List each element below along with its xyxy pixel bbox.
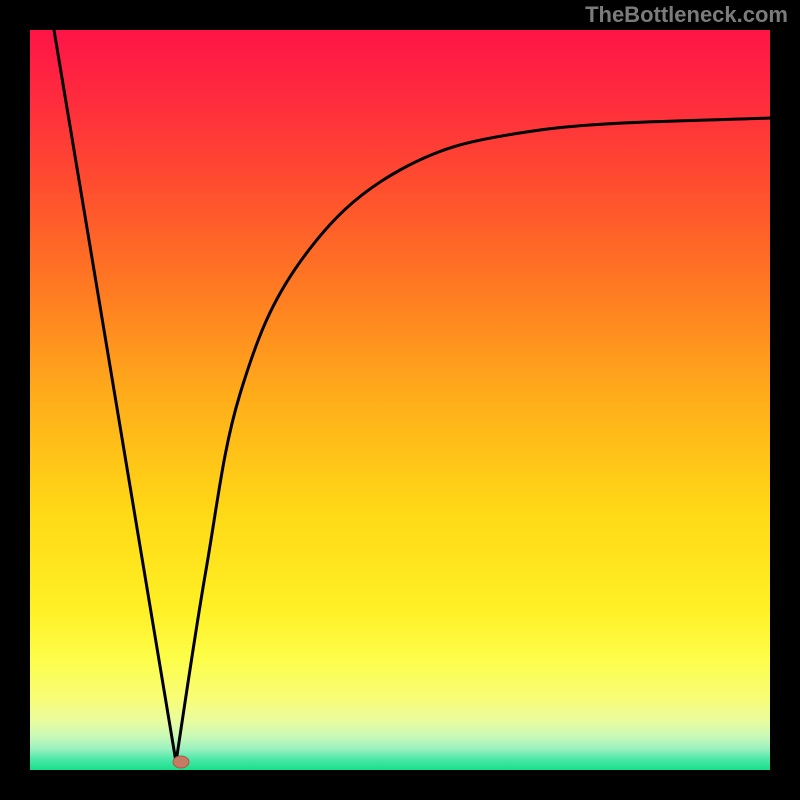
chart-svg <box>0 0 800 800</box>
chart-container: TheBottleneck.com <box>0 0 800 800</box>
plot-background <box>30 30 770 770</box>
optimum-marker <box>173 756 189 768</box>
